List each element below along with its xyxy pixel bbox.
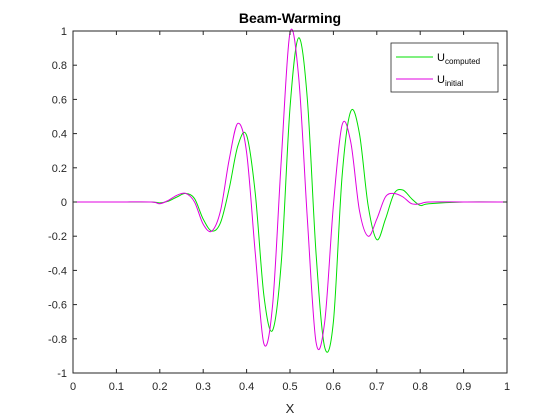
legend: Ucomputed Uinitial bbox=[390, 42, 499, 93]
legend-label-computed: Ucomputed bbox=[437, 52, 480, 66]
x-tick-label: 0.1 bbox=[109, 381, 124, 393]
legend-label-initial-sub: initial bbox=[445, 79, 463, 88]
x-tick-label: 0.5 bbox=[282, 381, 297, 393]
legend-label-computed-sub: computed bbox=[445, 57, 480, 66]
x-tick-label: 0.2 bbox=[152, 381, 167, 393]
x-tick-label: 1 bbox=[504, 381, 510, 393]
y-tick-label: 1 bbox=[61, 26, 67, 38]
y-tick-label: -0.6 bbox=[48, 300, 67, 312]
legend-box bbox=[390, 42, 499, 93]
y-tick-label: 0.4 bbox=[52, 129, 67, 141]
legend-label-initial: Uinitial bbox=[437, 74, 463, 88]
y-tick-label: -0.4 bbox=[48, 265, 67, 277]
y-tick-label: -0.2 bbox=[48, 231, 67, 243]
x-tick-label: 0.3 bbox=[196, 381, 211, 393]
y-tick-label: 0.8 bbox=[52, 60, 67, 72]
x-tick-label: 0.9 bbox=[456, 381, 471, 393]
legend-label-computed-main: U bbox=[437, 52, 445, 64]
y-tick-label: -1 bbox=[57, 368, 67, 380]
y-tick-label: 0.6 bbox=[52, 94, 67, 106]
x-tick-label: 0.6 bbox=[326, 381, 341, 393]
x-tick-label: 0.8 bbox=[413, 381, 428, 393]
x-axis-label: X bbox=[286, 401, 295, 416]
legend-label-initial-main: U bbox=[437, 74, 445, 86]
x-tick-label: 0.7 bbox=[369, 381, 384, 393]
x-tick-label: 0.4 bbox=[239, 381, 254, 393]
y-tick-label: 0.2 bbox=[52, 163, 67, 175]
ticks-layer: 0 0.1 0.2 0.3 0.4 0.5 0.6 0.7 0.8 0.9 1 -1 -0.8 -0.6 -… bbox=[48, 26, 510, 393]
x-tick-label: 0 bbox=[70, 381, 76, 393]
y-tick-label: 0 bbox=[61, 197, 67, 209]
y-tick-label: -0.8 bbox=[48, 334, 67, 346]
chart-title: Beam-Warming bbox=[239, 10, 341, 26]
series-line-computed bbox=[72, 37, 508, 353]
